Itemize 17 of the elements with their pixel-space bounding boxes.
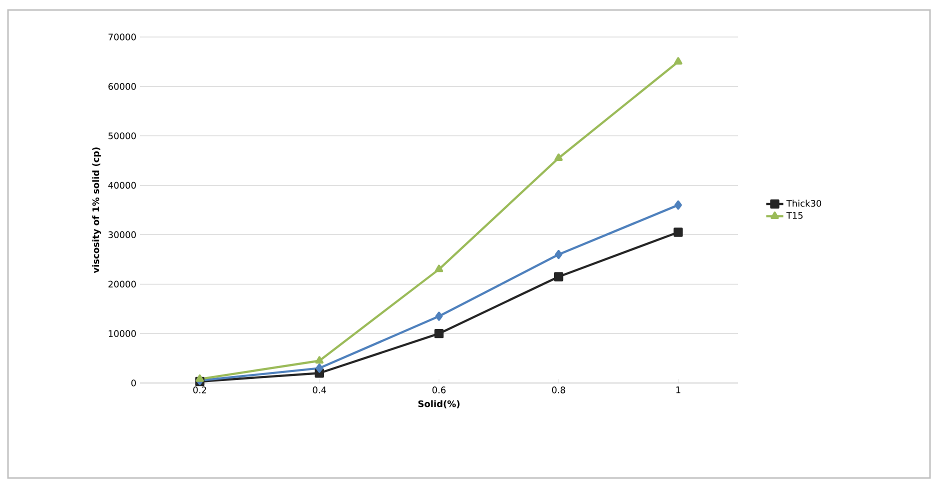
y-tick-label: 40000 [108,182,136,189]
y-axis-title: viscosity of 1% solid (cp) [92,148,101,274]
x-tick-label: 0.6 [432,386,446,394]
y-tick-label: 60000 [108,83,136,90]
y-tick-label: 30000 [108,231,136,238]
y-tick-label: 20000 [108,280,136,288]
x-tick-label: 0.4 [312,386,326,394]
y-tick-label: 50000 [108,132,136,140]
legend-label: T15 [786,212,803,219]
legend-label: Thick30 [786,200,822,207]
x-axis-title: Solid(%) [418,400,460,408]
y-tick-label: 10000 [108,330,136,337]
x-tick-label: 0.8 [552,386,566,394]
x-tick-label: 0.2 [193,386,206,394]
y-tick-label: 70000 [108,34,136,40]
x-tick-label: 1 [676,386,680,394]
y-tick-label: 0 [131,380,136,386]
